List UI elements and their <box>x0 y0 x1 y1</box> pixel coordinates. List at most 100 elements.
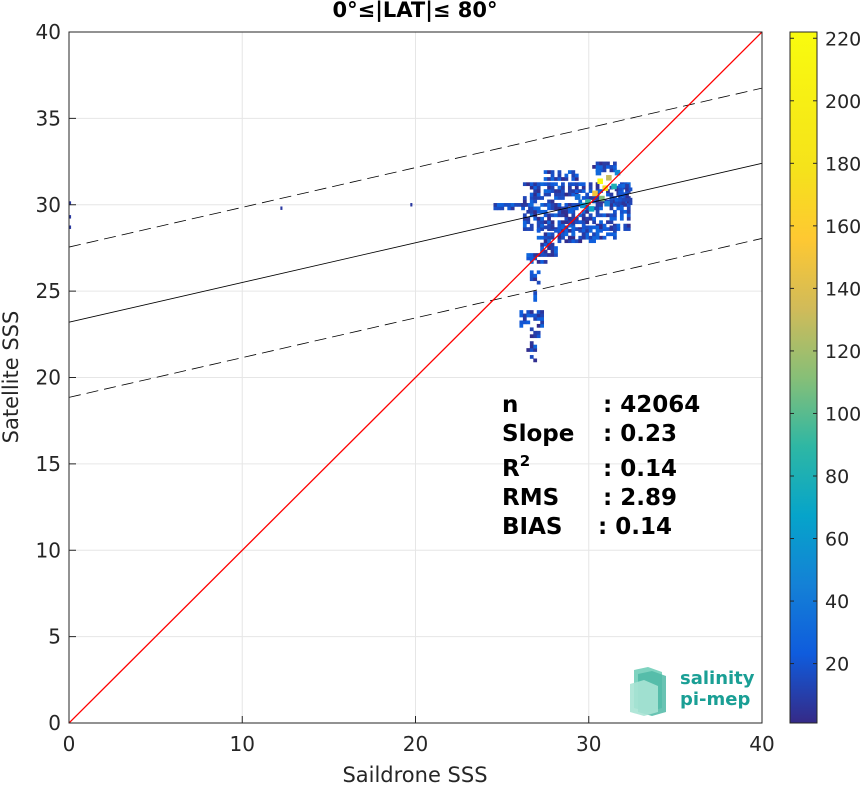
density-cell <box>522 317 527 321</box>
density-cell <box>533 298 538 302</box>
density-cell <box>567 203 572 207</box>
density-cell <box>522 220 527 225</box>
density-cell <box>522 213 527 218</box>
density-cell <box>529 310 534 314</box>
density-cell <box>613 235 617 240</box>
density-cell <box>561 235 565 240</box>
density-cell <box>621 184 626 188</box>
density-cell <box>550 220 555 225</box>
density-cell <box>536 235 541 240</box>
density-cell <box>529 355 534 359</box>
density-cell <box>606 189 610 193</box>
colorbar-tick-label: 200 <box>825 91 861 113</box>
density-cell <box>602 165 607 169</box>
density-cell <box>557 228 562 233</box>
density-cell <box>616 223 621 228</box>
density-cell <box>613 209 617 214</box>
density-cell <box>567 223 572 228</box>
density-cell <box>522 313 527 318</box>
density-cell <box>567 239 572 244</box>
density-cell <box>581 235 586 240</box>
density-cell <box>543 177 548 181</box>
density-cell <box>592 216 596 221</box>
density-cell <box>540 227 545 231</box>
density-cell <box>588 225 593 230</box>
density-cell <box>561 182 565 187</box>
density-cell <box>529 223 534 228</box>
stat-slope-value: : 0.23 <box>603 421 677 447</box>
density-cell <box>599 203 603 207</box>
density-cell <box>595 199 600 204</box>
density-cell <box>543 192 548 197</box>
density-cell <box>595 228 600 233</box>
density-cell <box>595 225 600 230</box>
density-cell <box>567 170 572 174</box>
density-cell <box>606 165 610 169</box>
density-cell <box>557 196 562 200</box>
density-cell <box>561 189 565 193</box>
density-cell <box>533 216 538 221</box>
density-cell <box>519 313 524 318</box>
density-cell <box>554 196 558 200</box>
colorbar-tick-label: 80 <box>825 466 849 488</box>
salinity-pimep-logo: salinity pi-mep <box>630 667 755 716</box>
density-cell <box>496 203 501 207</box>
density-cell <box>581 223 586 228</box>
density-cell <box>526 313 531 318</box>
density-cell <box>571 189 576 193</box>
density-cell <box>581 228 586 233</box>
density-cell <box>621 197 626 202</box>
density-cell <box>496 206 501 211</box>
density-cell <box>547 199 551 204</box>
density-cell <box>550 203 555 207</box>
density-cell <box>609 220 614 225</box>
density-cell <box>533 182 538 187</box>
density-cell <box>574 185 579 190</box>
density-cell <box>540 242 545 247</box>
density-cell <box>540 260 545 264</box>
density-cell <box>623 209 628 214</box>
density-cell <box>574 220 579 225</box>
density-cell <box>595 209 600 214</box>
upper-bound-line <box>69 87 762 248</box>
x-tick-label: 40 <box>749 732 774 756</box>
density-cell <box>625 190 629 195</box>
colorbar-tick-label: 120 <box>825 341 861 363</box>
density-cell <box>557 189 562 193</box>
density-cell <box>554 203 558 207</box>
density-point <box>597 178 603 185</box>
density-cell <box>599 161 603 166</box>
density-cell <box>578 228 583 233</box>
density-cell <box>536 189 541 193</box>
density-cell <box>547 213 551 218</box>
density-cell <box>618 184 622 188</box>
stat-bias-value: : 0.14 <box>598 514 672 540</box>
density-cell <box>540 216 545 221</box>
density-cell <box>599 165 603 169</box>
colorbar-tick-label: 40 <box>825 591 849 613</box>
density-cell <box>613 165 617 169</box>
density-cell <box>623 227 628 231</box>
density-cell <box>550 170 555 174</box>
density-cell <box>547 170 551 174</box>
density-cell <box>564 203 569 207</box>
density-cell <box>609 213 614 218</box>
density-cell <box>557 170 562 174</box>
density-cell <box>500 203 505 207</box>
density-cell <box>564 232 569 237</box>
density-cell <box>574 189 579 193</box>
density-cell <box>609 225 614 230</box>
density-cell <box>533 330 538 335</box>
y-tick-label: 5 <box>48 625 61 649</box>
density-cell <box>543 209 548 214</box>
y-axis-label: Satellite SSS <box>0 311 23 444</box>
density-cell <box>606 161 610 166</box>
density-cell <box>595 185 600 190</box>
density-cell <box>540 310 545 314</box>
colorbar-tick-label: 20 <box>825 654 849 676</box>
density-cell <box>536 317 541 321</box>
density-cell <box>621 201 626 206</box>
density-cell <box>550 249 555 254</box>
density-cell <box>536 270 541 275</box>
density-cell <box>588 213 593 218</box>
